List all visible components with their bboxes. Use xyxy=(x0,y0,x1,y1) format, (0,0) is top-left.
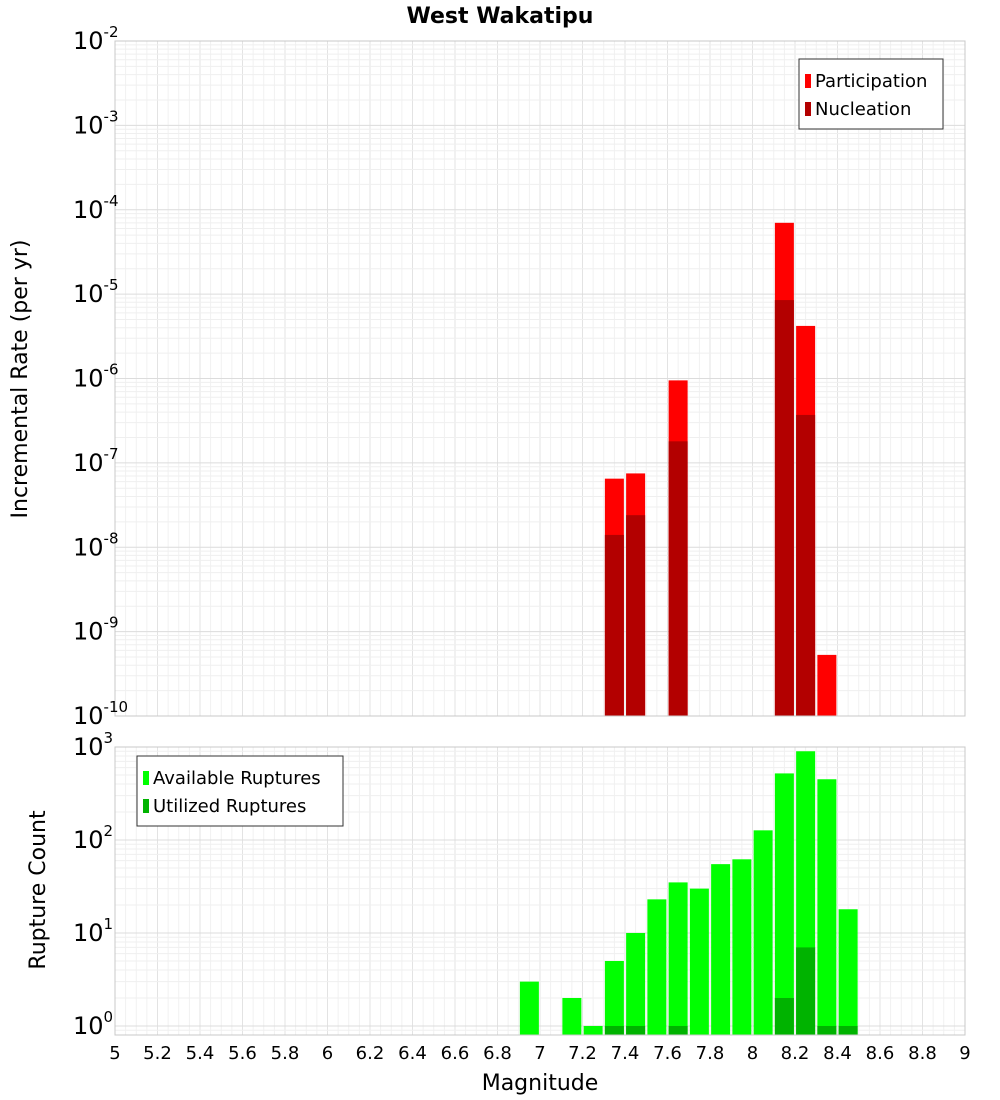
x-tick-label: 5 xyxy=(109,1043,120,1064)
x-tick-label: 8 xyxy=(747,1043,758,1064)
bar xyxy=(796,414,816,716)
bar xyxy=(647,899,667,1035)
plot-frame xyxy=(114,40,966,717)
x-tick-label: 5.2 xyxy=(143,1043,172,1064)
bar xyxy=(583,1025,603,1035)
bar xyxy=(838,909,858,1035)
bar xyxy=(626,932,646,1035)
x-tick-label: 8.2 xyxy=(781,1043,810,1064)
y-tick-label: 101 xyxy=(73,915,113,947)
x-tick-label: 5.8 xyxy=(271,1043,300,1064)
bar xyxy=(838,1025,858,1035)
legend-label: Utilized Ruptures xyxy=(153,796,306,817)
series-available-ruptures xyxy=(519,751,858,1035)
x-tick-label: 7.6 xyxy=(653,1043,682,1064)
y-tick-label: 10-10 xyxy=(73,698,128,730)
plot-frame xyxy=(114,746,966,1036)
x-tick-label: 8.6 xyxy=(866,1043,895,1064)
bar xyxy=(774,300,794,716)
y-tick-label: 10-4 xyxy=(73,192,119,224)
legend-label: Available Ruptures xyxy=(153,768,321,789)
x-tick-label: 8.4 xyxy=(823,1043,852,1064)
x-tick-label: 7.4 xyxy=(611,1043,640,1064)
bar xyxy=(689,888,709,1035)
bar xyxy=(796,947,816,1035)
x-tick-label: 6 xyxy=(322,1043,333,1064)
y-tick-label: 10-7 xyxy=(73,445,119,477)
bar xyxy=(562,997,582,1035)
y-tick-label: 102 xyxy=(73,822,113,854)
series-utilized-ruptures xyxy=(604,947,858,1035)
x-tick-label: 6.8 xyxy=(483,1043,512,1064)
legend-swatch xyxy=(805,102,811,116)
legend-box xyxy=(136,755,344,827)
series-nucleation xyxy=(604,300,816,716)
x-tick-label: 6.2 xyxy=(356,1043,385,1064)
bar xyxy=(626,515,646,716)
x-tick-label: 5.4 xyxy=(186,1043,215,1064)
horizontal-gridlines xyxy=(115,40,965,717)
bar xyxy=(626,1025,646,1035)
bar xyxy=(519,981,539,1035)
bottom-y-axis-label: Rupture Count xyxy=(26,810,51,970)
y-tick-label: 103 xyxy=(73,729,113,761)
y-tick-label: 10-3 xyxy=(73,107,119,139)
x-tick-label: 5.6 xyxy=(228,1043,257,1064)
y-tick-label: 10-9 xyxy=(73,614,119,646)
legend: Participation Nucleation xyxy=(798,58,944,130)
x-axis-label: Magnitude xyxy=(482,1071,599,1096)
bar xyxy=(711,864,731,1035)
bar xyxy=(732,859,752,1035)
bar xyxy=(604,534,624,716)
y-tick-label: 10-2 xyxy=(73,23,119,55)
y-tick-label: 10-5 xyxy=(73,276,119,308)
legend-box xyxy=(798,58,944,130)
legend-label: Participation xyxy=(815,71,927,92)
bar xyxy=(774,773,794,1035)
x-tick-label: 7.8 xyxy=(696,1043,725,1064)
y-tick-labels: 10-2 10-3 10-4 10-5 10-6 10-7 10-8 10-9 10-10 xyxy=(73,23,128,730)
y-tick-label: 10-6 xyxy=(73,361,119,393)
x-tick-label: 6.6 xyxy=(441,1043,470,1064)
bar xyxy=(817,779,837,1035)
legend-swatch xyxy=(143,771,149,785)
bar xyxy=(668,882,688,1035)
bar xyxy=(668,441,688,716)
x-tick-label: 9 xyxy=(959,1043,970,1064)
x-tick-label: 8.8 xyxy=(908,1043,937,1064)
y-tick-label: 10-8 xyxy=(73,529,119,561)
y-tick-label: 100 xyxy=(73,1008,113,1040)
bar xyxy=(753,830,773,1035)
bar xyxy=(604,1025,624,1035)
bar xyxy=(604,960,624,1035)
y-tick-labels: 103 102 101 100 xyxy=(73,729,113,1040)
legend-swatch xyxy=(805,74,811,88)
rate-panel: 10-2 10-3 10-4 10-5 10-6 10-7 10-8 10-9 10-10 Par… xyxy=(73,23,966,730)
bar xyxy=(668,1025,688,1035)
rupture-count-panel: 103 102 101 100 5 5.2 5.4 5.6 5.8 6 6.2 6.4 6.6 6.8 7 7… xyxy=(73,729,971,1064)
bar xyxy=(774,997,794,1035)
x-tick-label: 6.4 xyxy=(398,1043,427,1064)
top-y-axis-label: Incremental Rate (per yr) xyxy=(8,240,33,519)
legend-label: Nucleation xyxy=(815,99,911,120)
bar xyxy=(817,654,837,716)
legend-swatch xyxy=(143,799,149,813)
x-tick-label: 7 xyxy=(534,1043,545,1064)
chart-title: West Wakatipu xyxy=(407,4,594,29)
legend: Available Ruptures Utilized Ruptures xyxy=(136,755,344,827)
x-tick-label: 7.2 xyxy=(568,1043,597,1064)
bar xyxy=(817,1025,837,1035)
x-tick-labels: 5 5.2 5.4 5.6 5.8 6 6.2 6.4 6.6 6.8 7 7.2 7.4 7.6 7.8 8… xyxy=(109,1043,970,1064)
